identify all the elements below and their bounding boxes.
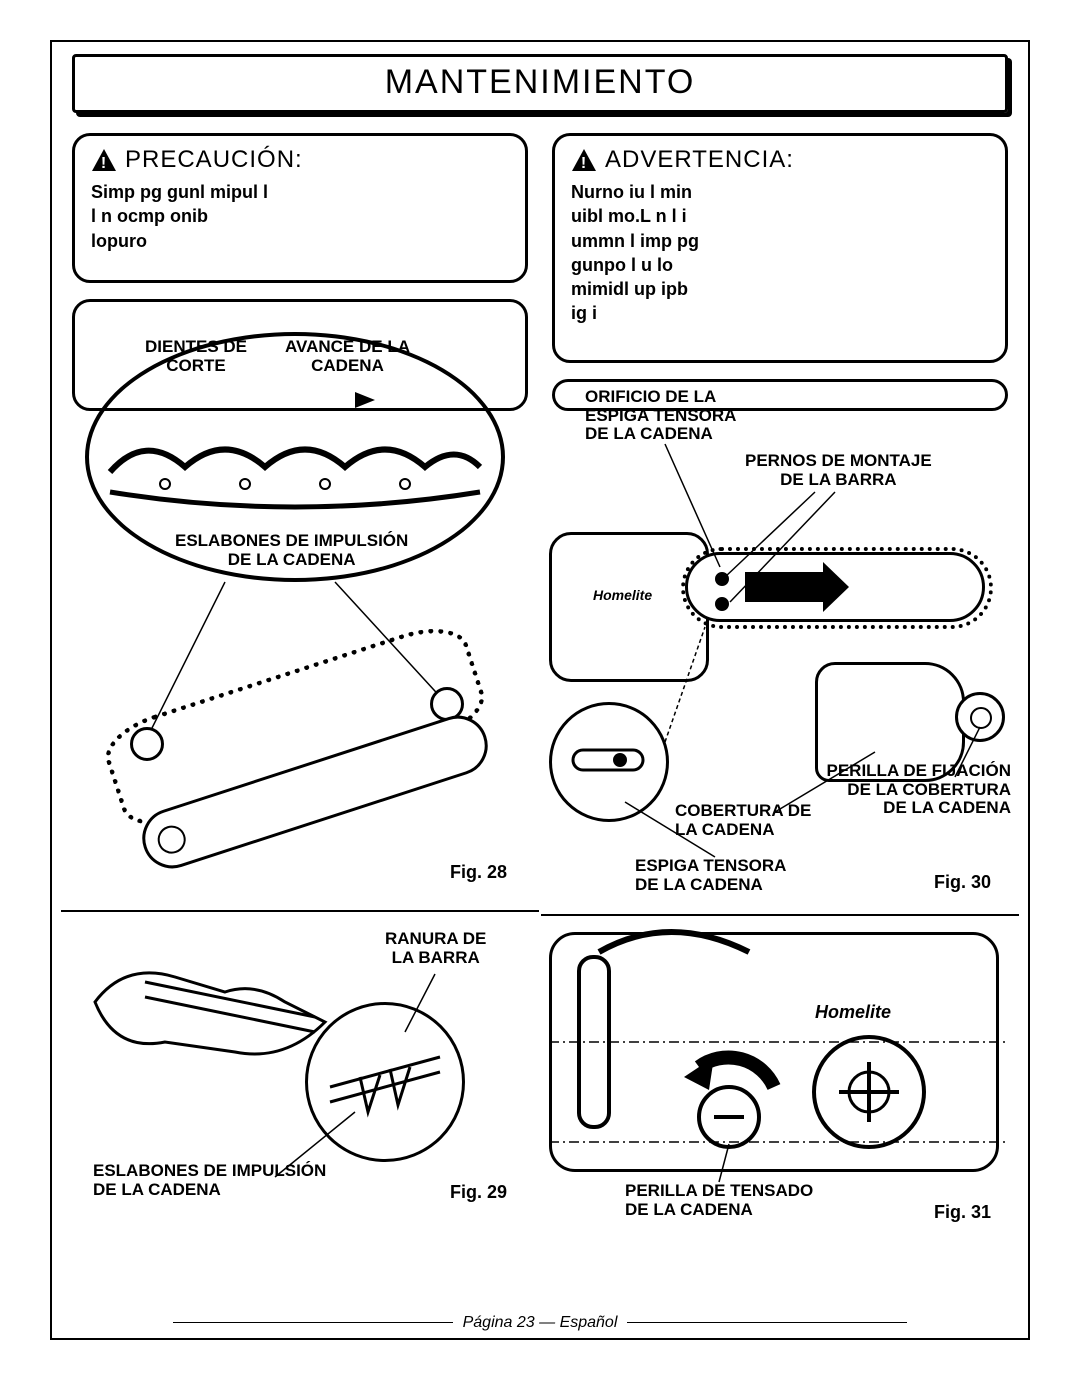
fig-28-label: Fig. 28 (450, 862, 507, 883)
caution-body: Simp pg gunl mipul l l n ocmp onib lopur… (91, 180, 509, 253)
svg-text:!: ! (101, 155, 107, 172)
page-footer: Página 23 — Español (52, 1314, 1028, 1332)
warning-box: ! ADVERTENCIA: Nurno iu l min uibl mo.L … (552, 133, 1008, 363)
label-cover-knob: PERILLA DE FIJACIÓN DE LA COBERTURA DE L… (827, 762, 1012, 818)
caution-heading-row: ! PRECAUCIÓN: (91, 146, 509, 174)
caution-box: ! PRECAUCIÓN: Simp pg gunl mipul l l n o… (72, 133, 528, 283)
fig-29-label: Fig. 29 (450, 1182, 507, 1203)
label-chain-cover: COBERTURA DE LA CADENA (675, 802, 811, 839)
handle-and-knobs (549, 922, 1009, 1202)
caution-heading: PRECAUCIÓN: (125, 146, 303, 174)
two-column-layout: ! PRECAUCIÓN: Simp pg gunl mipul l l n o… (72, 133, 1008, 411)
section-title: MANTENIMIENTO (72, 54, 1008, 113)
warning-heading: ADVERTENCIA: (605, 146, 794, 174)
warning-body: Nurno iu l min uibl mo.L n l i ummn l im… (571, 180, 989, 326)
fig-30-label: Fig. 30 (934, 872, 991, 893)
page-frame: MANTENIMIENTO ! PRECAUCIÓN: Simp pg gunl… (50, 40, 1030, 1340)
fig-divider-right (541, 914, 1019, 916)
fig-31-label: Fig. 31 (934, 1202, 991, 1223)
left-column: ! PRECAUCIÓN: Simp pg gunl mipul l l n o… (72, 133, 528, 411)
warning-heading-row: ! ADVERTENCIA: (571, 146, 989, 174)
label-tension-knob: PERILLA DE TENSADO DE LA CADENA (625, 1182, 813, 1219)
warning-triangle-icon: ! (91, 148, 117, 172)
left-diagram-box: DIENTES DE CORTE AVANCE DE LA CADENA ESL… (72, 299, 528, 411)
label-tension-pin: ESPIGA TENSORA DE LA CADENA (635, 857, 786, 894)
svg-text:!: ! (581, 155, 587, 172)
warning-triangle-icon: ! (571, 148, 597, 172)
right-diagram-box: ORIFICIO DE LA ESPIGA TENSORA DE LA CADE… (552, 379, 1008, 411)
right-column: ! ADVERTENCIA: Nurno iu l min uibl mo.L … (552, 133, 1008, 411)
